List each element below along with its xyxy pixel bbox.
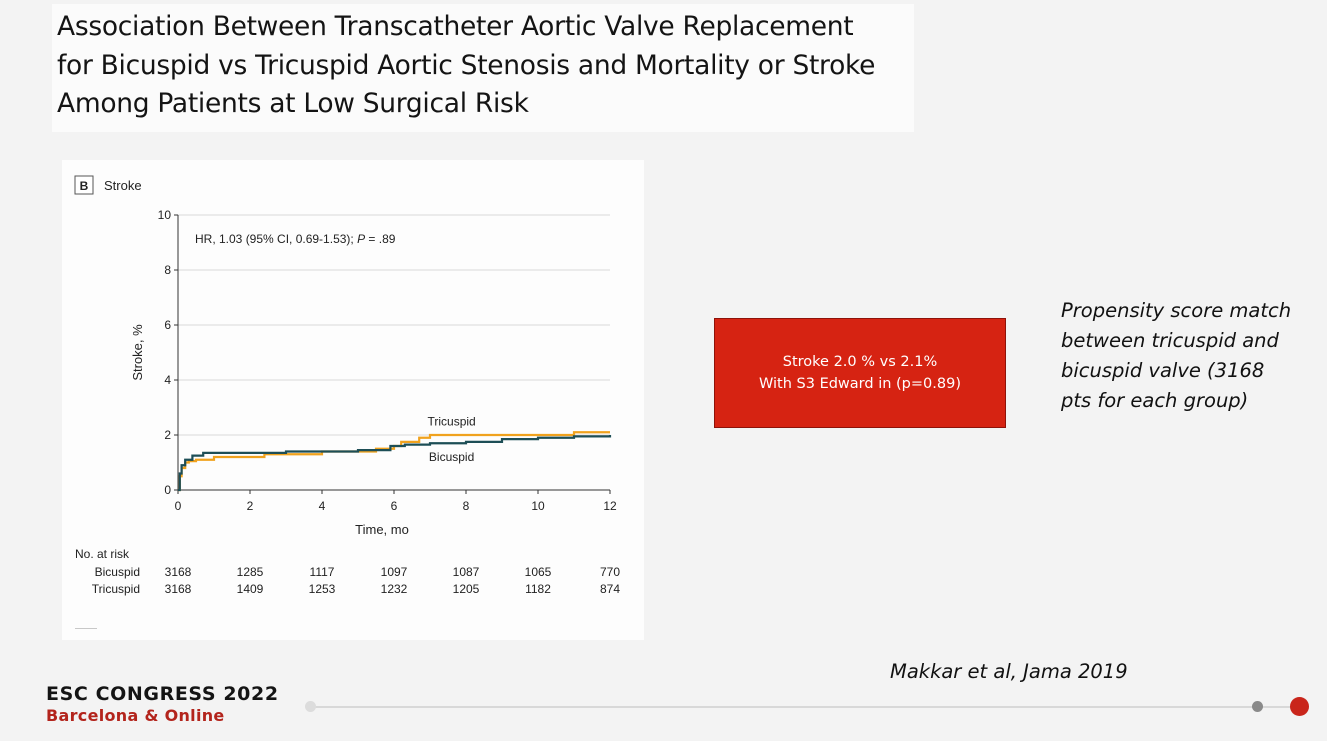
series-label-bicuspid: Bicuspid (429, 450, 474, 464)
citation: Makkar et al, Jama 2019 (890, 660, 1128, 683)
x-tick-label: 2 (247, 499, 254, 513)
risk-cell: 1087 (453, 565, 480, 579)
stroke-result-callout: Stroke 2.0 % vs 2.1% With S3 Edward in (… (714, 318, 1006, 428)
risk-cell: 770 (600, 565, 620, 579)
propensity-note: Propensity score match between tricuspid… (1061, 299, 1292, 412)
risk-cell: 1285 (237, 565, 264, 579)
congress-name: ESC CONGRESS 2022 (46, 683, 279, 705)
y-tick-label: 6 (164, 318, 171, 332)
slide-title: Association Between Transcatheter Aortic… (57, 11, 876, 119)
risk-table-header: No. at risk (75, 547, 130, 561)
figure-divider (75, 628, 97, 629)
risk-row-label: Bicuspid (95, 565, 140, 579)
risk-cell: 1409 (237, 582, 264, 596)
p-value: = .89 (365, 232, 396, 246)
stroke-km-chart: B Stroke 0 2 4 6 8 10 0 2 4 6 8 10 12 Time, mo Stroke, %… (74, 175, 620, 596)
hazard-ratio-annotation: HR, 1.03 (95% CI, 0.69-1.53); P = .89 (195, 232, 396, 246)
congress-location: Barcelona & Online (46, 706, 225, 725)
x-tick-label: 0 (175, 499, 182, 513)
hr-text: HR, 1.03 (95% CI, 0.69-1.53); (195, 232, 357, 246)
x-tick-label: 6 (391, 499, 398, 513)
series-line-tricuspid (178, 431, 610, 492)
y-tick-label: 2 (164, 428, 171, 442)
x-tick-label: 4 (319, 499, 326, 513)
slide-progress-track (310, 706, 1300, 708)
risk-cell: 1065 (525, 565, 552, 579)
risk-cell: 874 (600, 582, 620, 596)
progress-start-dot[interactable] (305, 701, 316, 712)
progress-current-dot[interactable] (1290, 697, 1309, 716)
title-panel (52, 4, 914, 132)
risk-cell: 1097 (381, 565, 408, 579)
callout-line-1: Stroke 2.0 % vs 2.1% (782, 354, 938, 370)
progress-previous-dot[interactable] (1252, 701, 1263, 712)
y-tick-label: 10 (158, 208, 172, 222)
p-symbol: P (357, 232, 365, 246)
panel-letter-box (74, 175, 94, 195)
x-tick-label: 8 (463, 499, 470, 513)
callout-line-2: With S3 Edward in (p=0.89) (759, 376, 961, 392)
series-label-tricuspid: Tricuspid (427, 414, 475, 428)
panel-letter: B (80, 179, 89, 193)
risk-cell: 1253 (309, 582, 336, 596)
risk-cell: 1117 (310, 565, 335, 579)
risk-cell: 1182 (525, 582, 551, 596)
y-tick-label: 4 (164, 373, 171, 387)
figure-panel: B Stroke 0 2 4 6 8 10 0 2 4 6 8 10 12 Time, mo Stroke, %… (62, 160, 644, 640)
x-tick-label: 12 (603, 499, 617, 513)
y-tick-label: 0 (164, 483, 171, 497)
risk-cell: 3168 (165, 582, 192, 596)
y-tick-label: 8 (164, 263, 171, 277)
risk-row-label: Tricuspid (92, 582, 140, 596)
risk-cell: 1205 (453, 582, 480, 596)
panel-title: Stroke (104, 178, 142, 193)
x-axis-label: Time, mo (355, 522, 409, 537)
x-tick-label: 10 (531, 499, 545, 513)
y-axis-label: Stroke, % (130, 324, 145, 381)
risk-cell: 1232 (381, 582, 408, 596)
risk-cell: 3168 (165, 565, 192, 579)
series-line-bicuspid (178, 435, 612, 492)
